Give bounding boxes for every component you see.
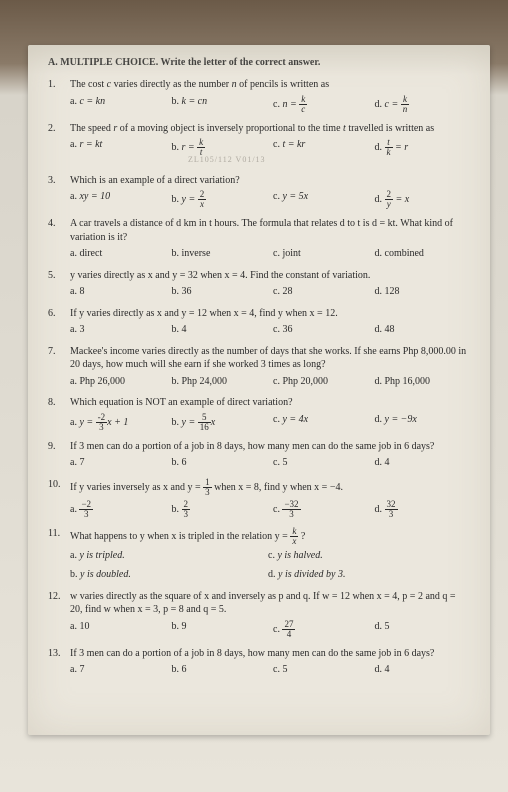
choice-c: c. 36 (273, 323, 369, 337)
choice-c: c. 28 (273, 285, 369, 299)
choice-d: d. combined (375, 247, 471, 261)
choice-c: c. 5 (273, 663, 369, 677)
question-6: 6.If y varies directly as x and y = 12 w… (48, 307, 470, 337)
choice-a: a. xy = 10 (70, 190, 166, 209)
choice-d: d. 128 (375, 285, 471, 299)
choice-a: a. direct (70, 247, 166, 261)
section-title: A. MULTIPLE CHOICE. Write the letter of … (48, 57, 470, 68)
question-11: 11. What happens to y when x is tripled … (48, 527, 470, 582)
choice-c: c. y = 4x (273, 413, 369, 432)
choice-a: a. 7 (70, 663, 166, 677)
worksheet-paper: A. MULTIPLE CHOICE. Write the letter of … (28, 45, 490, 735)
q-stem-text: The speed r of a moving object is invers… (70, 122, 434, 136)
choice-b: b. k = cn (172, 95, 268, 114)
question-1: 1. The cost c varies directly as the num… (48, 78, 470, 114)
choice-b: b. 23 (172, 500, 268, 519)
question-7: 7.Mackee's income varies directly as the… (48, 345, 470, 389)
choice-c: c. y is halved. (268, 549, 460, 563)
choice-d: d. 5 (375, 620, 471, 639)
question-4: 4.A car travels a distance of d km in t … (48, 217, 470, 261)
choice-c: c. y = 5x (273, 190, 369, 209)
q-num: 1. (48, 78, 62, 92)
choice-b: b. 6 (172, 663, 268, 677)
choice-d: d. 4 (375, 456, 471, 470)
q-num: 2. (48, 122, 62, 136)
choice-a: a. 10 (70, 620, 166, 639)
choice-a: a. c = kn (70, 95, 166, 114)
choice-d: d. 4 (375, 663, 471, 677)
choice-d: d. 48 (375, 323, 471, 337)
choice-d: d. y is divided by 3. (268, 568, 460, 582)
choice-a: a. 7 (70, 456, 166, 470)
choice-c: c. Php 20,000 (273, 375, 369, 389)
choice-c: c. t = kr (273, 138, 369, 157)
question-10: 10. If y varies inversely as x and y = 1… (48, 478, 470, 519)
choice-a: a. 8 (70, 285, 166, 299)
question-9: 9.If 3 men can do a portion of a job in … (48, 440, 470, 470)
question-2: 2. The speed r of a moving object is inv… (48, 122, 470, 166)
question-8: 8.Which equation is NOT an example of di… (48, 396, 470, 432)
choice-b: b. 36 (172, 285, 268, 299)
question-3: 3.Which is an example of a direct variat… (48, 174, 470, 210)
choice-a: a. r = kt (70, 138, 166, 157)
choice-d: d. 323 (375, 500, 471, 519)
choice-c: c. 274 (273, 620, 369, 639)
choice-d: d. y = −9x (375, 413, 471, 432)
choice-b: b. y is doubled. (70, 568, 262, 582)
choice-b: b. 4 (172, 323, 268, 337)
choice-d: d. tk = r (375, 138, 471, 157)
q-stem-text: The cost c varies directly as the number… (70, 78, 329, 92)
choice-c: c. 5 (273, 456, 369, 470)
choice-b: b. 6 (172, 456, 268, 470)
choice-b: b. inverse (172, 247, 268, 261)
question-5: 5.y varies directly as x and y = 32 when… (48, 269, 470, 299)
choice-a: a. Php 26,000 (70, 375, 166, 389)
choice-b: b. y = 516x (172, 413, 268, 432)
question-12: 12.w varies directly as the square of x … (48, 590, 470, 639)
choice-d: d. 2y = x (375, 190, 471, 209)
choice-a: a. 3 (70, 323, 166, 337)
choice-a: a. −23 (70, 500, 166, 519)
choice-c: c. n = kc (273, 95, 369, 114)
question-13: 13.If 3 men can do a portion of a job in… (48, 647, 470, 677)
choice-c: c. −323 (273, 500, 369, 519)
choice-a: a. y = -23x + 1 (70, 413, 166, 432)
choice-b: b. 9 (172, 620, 268, 639)
choice-c: c. joint (273, 247, 369, 261)
choice-a: a. y is tripled. (70, 549, 262, 563)
choice-d: d. Php 16,000 (375, 375, 471, 389)
q-stem-text: If y varies inversely as x and y = 13 wh… (70, 478, 343, 497)
choice-b: b. Php 24,000 (172, 375, 268, 389)
choice-d: d. c = kn (375, 95, 471, 114)
choice-b: b. y = 2x (172, 190, 268, 209)
q-stem-text: What happens to y when x is tripled in t… (70, 527, 305, 546)
